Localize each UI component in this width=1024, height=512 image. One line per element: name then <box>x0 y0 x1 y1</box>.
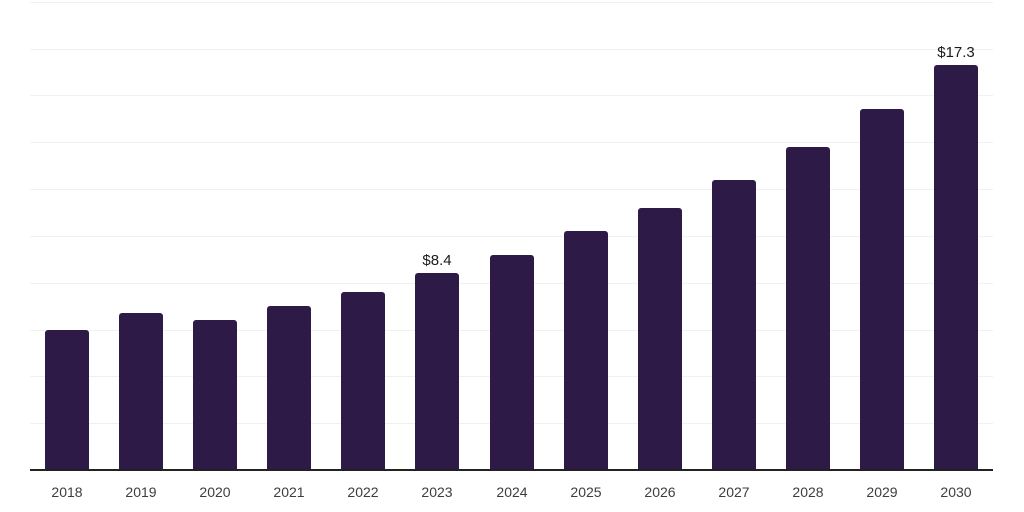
x-tick-2025: 2025 <box>570 484 602 500</box>
bar-2018[interactable] <box>45 330 89 470</box>
bar-2020[interactable] <box>193 320 237 470</box>
bar-2022[interactable] <box>341 292 385 470</box>
x-tick-2020: 2020 <box>199 484 231 500</box>
gridline <box>30 49 993 50</box>
gridline <box>30 189 993 190</box>
x-tick-2029: 2029 <box>866 484 898 500</box>
bar-2025[interactable] <box>564 231 608 470</box>
bar-2024[interactable] <box>490 255 534 470</box>
bar-2019[interactable] <box>119 313 163 470</box>
gridline <box>30 236 993 237</box>
x-tick-2018: 2018 <box>51 484 83 500</box>
bar-2026[interactable] <box>638 208 682 470</box>
x-tick-2019: 2019 <box>125 484 157 500</box>
x-tick-2021: 2021 <box>273 484 305 500</box>
x-tick-2027: 2027 <box>718 484 750 500</box>
bar-2027[interactable] <box>712 180 756 470</box>
value-label-2030: $17.3 <box>937 44 975 61</box>
bar-2021[interactable] <box>267 306 311 470</box>
bar-2028[interactable] <box>786 147 830 470</box>
gridline <box>30 2 993 3</box>
x-tick-2023: 2023 <box>421 484 453 500</box>
x-tick-2026: 2026 <box>644 484 676 500</box>
value-label-2023: $8.4 <box>422 252 452 269</box>
x-tick-2022: 2022 <box>347 484 379 500</box>
x-tick-2024: 2024 <box>496 484 528 500</box>
gridline <box>30 95 993 96</box>
bar-2030[interactable] <box>934 65 978 470</box>
x-tick-2030: 2030 <box>940 484 972 500</box>
x-axis-line <box>30 469 993 471</box>
x-tick-2028: 2028 <box>792 484 824 500</box>
bar-2029[interactable] <box>860 109 904 470</box>
bar-2023[interactable] <box>415 273 459 470</box>
gridline <box>30 142 993 143</box>
